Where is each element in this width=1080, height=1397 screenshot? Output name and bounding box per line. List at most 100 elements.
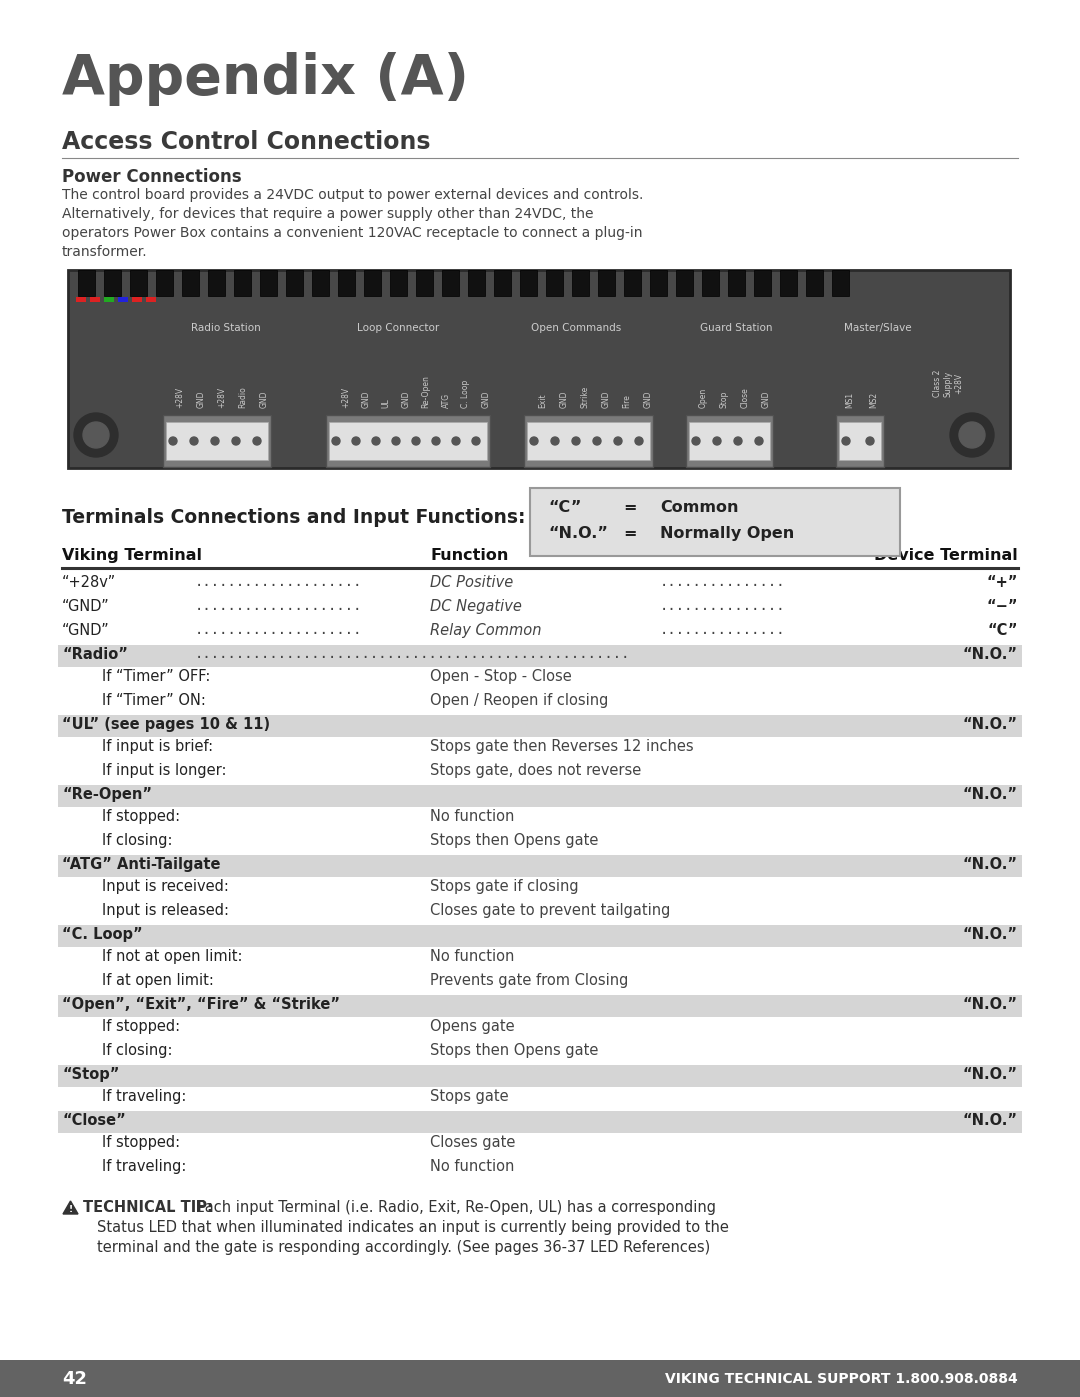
Bar [686,415,773,467]
Bar [329,422,487,460]
Bar [689,422,770,460]
Text: “+28v”: “+28v” [62,576,117,590]
Text: Open: Open [699,388,707,408]
Circle shape [83,422,109,448]
Text: Open / Reopen if closing: Open / Reopen if closing [430,693,608,708]
Text: VIKING TECHNICAL SUPPORT 1.800.908.0884: VIKING TECHNICAL SUPPORT 1.800.908.0884 [665,1372,1018,1386]
Text: If not at open limit:: If not at open limit: [102,949,243,964]
Circle shape [392,437,400,446]
Text: ...............: ............... [660,623,785,637]
Text: “N.O.”: “N.O.” [548,527,608,541]
Text: Stops gate, does not reverse: Stops gate, does not reverse [430,763,642,778]
Bar [58,1065,1022,1087]
Bar [78,270,95,296]
Bar [468,270,485,296]
Text: operators Power Box contains a convenient 120VAC receptacle to connect a plug-in: operators Power Box contains a convenien… [62,226,643,240]
Bar [364,270,381,296]
Text: +28V: +28V [175,387,185,408]
Text: Radio: Radio [239,386,247,408]
Bar [58,855,1022,877]
Text: MS2: MS2 [869,393,878,408]
Text: =: = [623,500,637,515]
Circle shape [332,437,340,446]
Bar [132,298,141,302]
Text: Function: Function [430,548,509,563]
Text: Stops gate: Stops gate [430,1090,509,1104]
Bar [416,270,433,296]
Text: Master/Slave: Master/Slave [845,323,912,332]
Bar [146,298,156,302]
Circle shape [734,437,742,446]
Text: “C”: “C” [548,500,581,515]
Text: +28V: +28V [217,387,227,408]
Text: “−”: “−” [986,599,1018,615]
Text: Normally Open: Normally Open [660,527,794,541]
Bar [130,270,147,296]
Text: +28V: +28V [341,387,351,408]
Text: ....................................................: ........................................… [195,647,631,661]
Bar [546,270,563,296]
Text: Each input Terminal (i.e. Radio, Exit, Re-Open, UL) has a corresponding: Each input Terminal (i.e. Radio, Exit, R… [191,1200,716,1215]
Text: GND: GND [197,391,205,408]
Text: 42: 42 [62,1370,87,1389]
Circle shape [866,437,874,446]
Text: “N.O.”: “N.O.” [963,787,1018,802]
Text: Closes gate: Closes gate [430,1134,515,1150]
Text: “C. Loop”: “C. Loop” [62,928,143,942]
Bar [90,298,100,302]
Text: !: ! [68,1204,72,1214]
Text: Stop: Stop [719,391,729,408]
Circle shape [352,437,360,446]
Text: Power Connections: Power Connections [62,168,242,186]
Text: “N.O.”: “N.O.” [963,717,1018,732]
Bar [728,270,745,296]
Bar [312,270,329,296]
Bar [524,415,653,467]
Text: TECHNICAL TIP:: TECHNICAL TIP: [83,1200,213,1215]
Text: Stops gate then Reverses 12 inches: Stops gate then Reverses 12 inches [430,739,693,754]
Circle shape [713,437,721,446]
Bar [832,270,849,296]
Bar [326,415,490,467]
Text: No function: No function [430,1160,514,1173]
Bar [780,270,797,296]
Text: Open Commands: Open Commands [531,323,621,332]
Text: ...............: ............... [660,599,785,613]
Bar [754,270,771,296]
Text: ....................: .................... [195,599,363,613]
Text: Alternatively, for devices that require a power supply other than 24VDC, the: Alternatively, for devices that require … [62,207,594,221]
Text: “N.O.”: “N.O.” [963,928,1018,942]
Text: Access Control Connections: Access Control Connections [62,130,431,154]
Text: “Open”, “Exit”, “Fire” & “Strike”: “Open”, “Exit”, “Fire” & “Strike” [62,997,340,1011]
Text: “Close”: “Close” [62,1113,125,1127]
Text: Stops then Opens gate: Stops then Opens gate [430,1044,598,1058]
Bar [260,270,276,296]
Circle shape [615,437,622,446]
Bar [572,270,589,296]
Circle shape [551,437,559,446]
Text: If “Timer” ON:: If “Timer” ON: [102,693,206,708]
Circle shape [692,437,700,446]
Text: “N.O.”: “N.O.” [963,1067,1018,1083]
Circle shape [453,437,460,446]
Bar [442,270,459,296]
Text: =: = [623,527,637,541]
Bar [208,270,225,296]
Text: ...............: ............... [660,576,785,590]
Text: If at open limit:: If at open limit: [102,972,214,988]
Text: GND: GND [482,391,490,408]
Bar [338,270,355,296]
Text: Class 2
Supply
+28V: Class 2 Supply +28V [933,370,963,397]
Text: If input is brief:: If input is brief: [102,739,213,754]
Text: DC Positive: DC Positive [430,576,513,590]
Text: Guard Station: Guard Station [700,323,772,332]
Text: “UL” (see pages 10 & 11): “UL” (see pages 10 & 11) [62,717,270,732]
Text: “N.O.”: “N.O.” [963,856,1018,872]
Circle shape [959,422,985,448]
Text: Stops then Opens gate: Stops then Opens gate [430,833,598,848]
Circle shape [372,437,380,446]
Circle shape [190,437,198,446]
Text: If input is longer:: If input is longer: [102,763,227,778]
Bar [527,422,650,460]
Circle shape [211,437,219,446]
